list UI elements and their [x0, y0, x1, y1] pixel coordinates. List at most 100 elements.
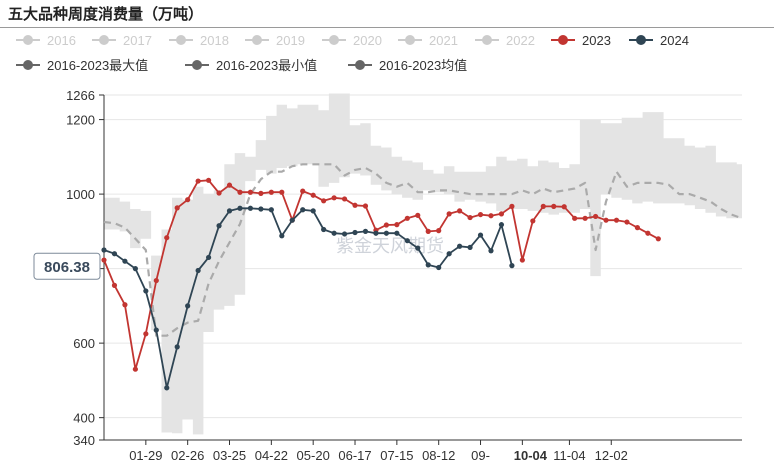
- point-2024-17: [279, 233, 285, 239]
- legend-marker-9: [23, 60, 33, 70]
- point-2024-1: [111, 251, 118, 257]
- point-2023-1: [111, 282, 118, 288]
- point-2023-13: [237, 189, 243, 195]
- point-2023-20: [310, 192, 316, 198]
- y-tick-label-0: 340: [73, 433, 95, 448]
- legend-item-6: 2022: [506, 33, 535, 48]
- point-2024-12: [226, 208, 233, 214]
- max-min-band: [104, 93, 742, 435]
- legend-marker-4: [329, 35, 339, 45]
- legend-item-10: 2016-2023最小值: [216, 58, 317, 73]
- watermark-text: 紫金天风期货: [336, 236, 444, 257]
- x-tick-label-11: 12-02: [595, 448, 628, 463]
- point-2024-27: [383, 230, 389, 236]
- legend-item-5: 2021: [429, 33, 458, 48]
- x-tick-label-7: 08-12: [422, 448, 455, 463]
- chart-title: 五大品种周度消费量（万吨）: [8, 5, 204, 23]
- point-2023-24: [352, 202, 358, 208]
- point-2024-10: [205, 254, 212, 261]
- legend-marker-11: [355, 60, 365, 70]
- point-2023-30: [415, 212, 421, 218]
- legend-marker-0: [23, 35, 33, 45]
- point-2024-35: [467, 244, 473, 250]
- point-2023-32: [436, 228, 442, 234]
- x-tick-label-5: 06-17: [338, 448, 371, 463]
- point-2023-49: [613, 217, 620, 223]
- point-2024-0: [101, 247, 107, 253]
- point-2024-8: [185, 303, 191, 309]
- legend-item-0: 2016: [47, 33, 76, 48]
- x-tick-label-3: 04-22: [255, 448, 288, 463]
- point-2024-39: [509, 263, 515, 269]
- point-2023-6: [164, 235, 170, 241]
- point-2023-52: [645, 230, 651, 236]
- point-2023-2: [122, 302, 128, 308]
- point-2024-21: [321, 226, 327, 233]
- point-2023-31: [425, 228, 431, 234]
- x-tick-label-0: 01-29: [129, 448, 162, 463]
- y-tick-label-6: 1266: [66, 88, 95, 103]
- legend-item-1: 2017: [123, 33, 152, 48]
- point-2023-27: [383, 222, 389, 228]
- point-2024-31: [425, 262, 431, 268]
- point-2023-9: [195, 178, 201, 184]
- x-tick-label-1: 02-26: [171, 448, 204, 463]
- point-2023-11: [216, 190, 222, 196]
- point-2023-34: [457, 208, 463, 214]
- x-tick-label-10: 11-04: [553, 448, 585, 463]
- legend-item-2: 2018: [200, 33, 229, 48]
- title-divider: [0, 27, 774, 28]
- point-2024-29: [404, 238, 410, 244]
- x-tick-label-8: 09-: [471, 448, 490, 463]
- point-2023-45: [572, 215, 578, 221]
- point-2024-5: [153, 327, 159, 333]
- point-2024-15: [258, 206, 264, 212]
- point-2023-46: [582, 215, 588, 221]
- point-2024-20: [310, 208, 316, 214]
- x-tick-label-6: 07-15: [380, 448, 413, 463]
- legend-marker-2: [176, 35, 186, 45]
- point-2023-17: [279, 189, 285, 195]
- y-tick-label-4: 1000: [66, 187, 95, 202]
- legend-item-4: 2020: [353, 33, 382, 48]
- point-2024-9: [195, 267, 201, 274]
- point-2023-28: [394, 222, 400, 228]
- point-2023-7: [174, 205, 180, 211]
- point-2024-24: [352, 229, 358, 236]
- point-2024-11: [216, 223, 222, 229]
- legend-item-11: 2016-2023均值: [379, 58, 467, 73]
- pointer-label-box: [33, 252, 101, 280]
- point-2023-50: [624, 219, 630, 225]
- point-2023-4: [143, 331, 149, 337]
- point-2024-3: [132, 266, 138, 272]
- point-2023-25: [362, 203, 369, 209]
- point-2024-13: [237, 205, 243, 211]
- series-line-2024: [103, 207, 513, 389]
- series-line-2016-2023均值: [103, 163, 743, 337]
- x-tick-label-2: 03-25: [213, 448, 246, 463]
- x-tick-label-9: 10-04: [514, 448, 548, 463]
- point-2023-10: [205, 177, 212, 183]
- point-2024-16: [268, 207, 274, 213]
- point-2024-37: [488, 248, 494, 254]
- point-2023-22: [331, 195, 337, 201]
- point-2023-40: [519, 257, 525, 263]
- y-tick-label-5: 1200: [66, 113, 95, 128]
- point-2024-14: [247, 205, 254, 211]
- y-tick-label-1: 400: [73, 411, 95, 426]
- pointer-label-text: 806.38: [44, 259, 90, 276]
- series-line-2023: [103, 179, 659, 371]
- point-2024-36: [477, 232, 484, 238]
- point-2023-51: [634, 225, 641, 231]
- point-2023-47: [592, 213, 599, 220]
- point-2024-2: [122, 258, 128, 264]
- point-2023-29: [404, 215, 410, 221]
- point-2023-37: [488, 213, 494, 219]
- point-2023-53: [655, 236, 661, 242]
- point-2023-21: [321, 198, 327, 204]
- point-2023-36: [477, 211, 484, 218]
- legend-marker-5: [405, 35, 415, 45]
- point-2023-43: [551, 203, 557, 209]
- point-2023-48: [603, 217, 609, 223]
